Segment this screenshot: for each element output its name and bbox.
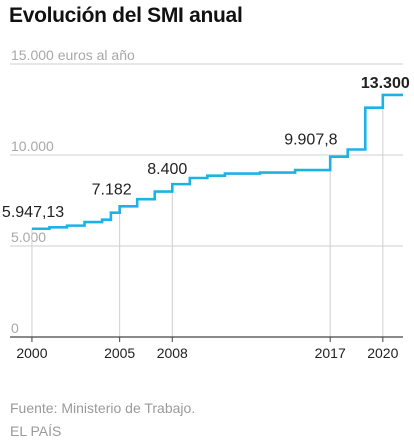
data-label: 5.947,13 (2, 204, 64, 221)
data-label: 13.300 (361, 75, 410, 92)
publisher-brand: EL PAÍS (10, 423, 62, 439)
y-tick-label: 10.000 (11, 138, 54, 154)
chart-title: Evolución del SMI anual (9, 4, 243, 27)
x-tick-label: 2000 (16, 345, 47, 361)
y-tick-label: 15.000 euros al año (11, 47, 135, 63)
y-tick-label: 5.000 (11, 229, 46, 245)
x-tick-label: 2020 (367, 345, 398, 361)
x-tick-label: 2005 (104, 345, 135, 361)
x-tick-label: 2008 (157, 345, 188, 361)
y-tick-label: 0 (11, 320, 19, 336)
smi-series-line (31, 93, 403, 231)
data-label: 8.400 (147, 161, 187, 178)
source-note: Fuente: Ministerio de Trabajo. (10, 400, 196, 416)
x-tick-label: 2017 (315, 345, 346, 361)
data-label: 7.182 (92, 181, 132, 198)
data-label: 9.907,8 (284, 132, 337, 149)
